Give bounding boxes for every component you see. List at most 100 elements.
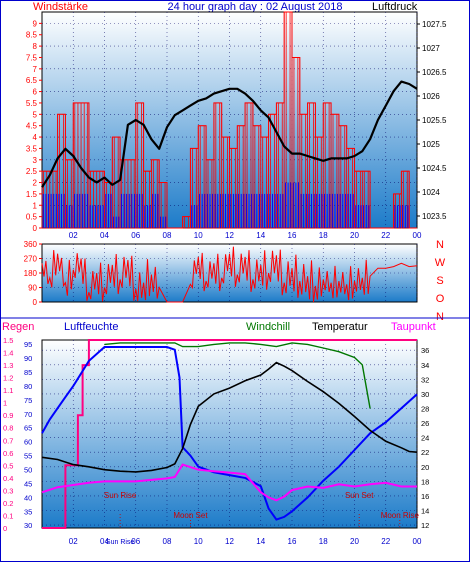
panel3-x-ticks: 02 04 06 08 10 12 14 16 18 20 22 00: [69, 537, 422, 546]
compass-letter: W: [435, 257, 446, 269]
temperature-tick-label: 36: [421, 346, 429, 355]
direction-axis-ticks: 0 90 180 270 360: [24, 240, 42, 307]
pressure-axis-ticks: 1023.5 1024 1024.5 1025 1025.5 1026 1026.5 1027…: [417, 20, 447, 221]
rain-tick-label: 0.4: [3, 474, 13, 483]
x-tick-label: 10: [194, 231, 203, 240]
wind-tick-label: 5.5: [26, 99, 38, 108]
x-tick-label: 18: [319, 537, 328, 546]
wind-tick-label: 7.5: [26, 53, 38, 62]
dewpoint-line: [41, 463, 417, 502]
pressure-axis-title: Luftdruck: [372, 1, 418, 13]
wind-bars: [41, 11, 417, 229]
humidity-axis-ticks: 30 35 40 45 50 55 60 65 70 75 80 85 90 95: [24, 340, 32, 530]
rain-tick-label: 1.4: [3, 349, 13, 358]
x-tick-label: 22: [381, 537, 390, 546]
wind-tick-label: 6: [33, 88, 38, 97]
x-tick-label: 02: [69, 537, 78, 546]
rain-tick-label: 1: [3, 399, 7, 408]
direction-tick-label: 90: [28, 284, 37, 293]
rain-axis-title: Regen: [2, 321, 34, 333]
pressure-tick-label: 1027.5: [422, 20, 447, 29]
humidity-tick-label: 35: [24, 507, 32, 516]
rain-tick-label: 1.3: [3, 361, 13, 370]
temperature-tick-label: 18: [421, 477, 429, 486]
humidity-tick-label: 65: [24, 424, 32, 433]
x-tick-label: 08: [163, 537, 172, 546]
humidity-tick-label: 75: [24, 396, 32, 405]
wind-tick-label: 8.5: [26, 31, 38, 40]
wind-tick-label: 3.5: [26, 144, 38, 153]
climate-lines: [41, 339, 418, 529]
temperature-tick-label: 24: [421, 434, 429, 443]
x-tick-label: 16: [288, 231, 297, 240]
x-tick-label: 22: [381, 231, 390, 240]
x-tick-label: 06: [131, 231, 140, 240]
pressure-line-group: [41, 80, 418, 188]
temperature-tick-label: 14: [421, 507, 429, 516]
x-tick-label: 00: [413, 537, 422, 546]
direction-line-group: [41, 246, 418, 303]
rain-line: [42, 339, 417, 529]
compass-letter: S: [436, 275, 443, 287]
x-tick-label: 06: [131, 537, 140, 546]
wind-tick-label: 9: [33, 19, 38, 28]
pressure-line: [41, 80, 418, 188]
humidity-tick-label: 80: [24, 382, 32, 391]
pressure-tick-label: 1024.5: [422, 164, 447, 173]
climate-grid: [42, 340, 418, 528]
temperature-tick-label: 12: [421, 521, 429, 530]
temperature-tick-label: 22: [421, 448, 429, 457]
humidity-tick-label: 95: [24, 340, 32, 349]
astro-label: Moon Set: [173, 511, 208, 520]
sun-rise-axis-label: Sun Rise: [106, 539, 135, 546]
wind-gust-outline: [42, 11, 417, 229]
rain-tick-label: 0.8: [3, 424, 13, 433]
pressure-tick-label: 1026.5: [422, 68, 447, 77]
wind-tick-label: 0.5: [26, 213, 38, 222]
wind-tick-label: 4: [33, 133, 38, 142]
temperature-tick-label: 26: [421, 419, 429, 428]
rain-tick-label: 0.6: [3, 449, 13, 458]
wind-tick-label: 1: [33, 201, 38, 210]
x-tick-label: 08: [163, 231, 172, 240]
wind-tick-label: 3: [33, 156, 38, 165]
compass-letter: N: [436, 311, 444, 323]
rain-tick-label: 1.1: [3, 386, 13, 395]
temperature-legend: Temperatur: [312, 321, 368, 333]
wind-tick-label: 5: [33, 110, 38, 119]
direction-tick-label: 0: [33, 298, 38, 307]
pressure-tick-label: 1026: [422, 92, 440, 101]
pressure-tick-label: 1025.5: [422, 116, 447, 125]
humidity-axis-title: Luftfeuchte: [64, 321, 118, 333]
wind-tick-label: 4.5: [26, 122, 38, 131]
rain-tick-label: 0.2: [3, 499, 13, 508]
x-tick-label: 20: [350, 231, 359, 240]
direction-tick-label: 270: [24, 255, 38, 264]
wind-tick-label: 1.5: [26, 190, 38, 199]
pressure-tick-label: 1025: [422, 140, 440, 149]
temperature-tick-label: 34: [421, 361, 429, 370]
pressure-tick-label: 1027: [422, 44, 440, 53]
humidity-tick-label: 30: [24, 521, 32, 530]
astro-annotations: Sun Rise Moon Set Sun Set Moon Rise: [104, 491, 419, 528]
humidity-tick-label: 70: [24, 410, 32, 419]
humidity-tick-label: 55: [24, 452, 32, 461]
rain-tick-label: 0: [3, 524, 7, 533]
direction-tick-label: 360: [24, 240, 38, 249]
humidity-tick-label: 90: [24, 354, 32, 363]
wind-axis-ticks: 0 0.5 1 1.5 2 2.5 3 3.5 4 4.5 5 5.5 6 6.5 7 7.5 8 8.5 9: [26, 19, 42, 233]
rain-axis-ticks: 0 0.1 0.2 0.3 0.4 0.5 0.6 0.7 0.8 0.9 1 1.1 1.2 1.3 1.…: [3, 336, 13, 533]
temperature-line: [41, 361, 418, 473]
rain-tick-label: 0.1: [3, 511, 13, 520]
pressure-tick-label: 1024: [422, 188, 440, 197]
temperature-tick-label: 30: [421, 390, 429, 399]
temperature-tick-label: 16: [421, 492, 429, 501]
astro-label: Sun Rise: [104, 491, 137, 500]
x-tick-label: 14: [256, 537, 265, 546]
compass-letter: N: [436, 239, 444, 251]
temperature-tick-label: 32: [421, 375, 429, 384]
direction-grid: [42, 244, 418, 302]
humidity-tick-label: 40: [24, 493, 32, 502]
